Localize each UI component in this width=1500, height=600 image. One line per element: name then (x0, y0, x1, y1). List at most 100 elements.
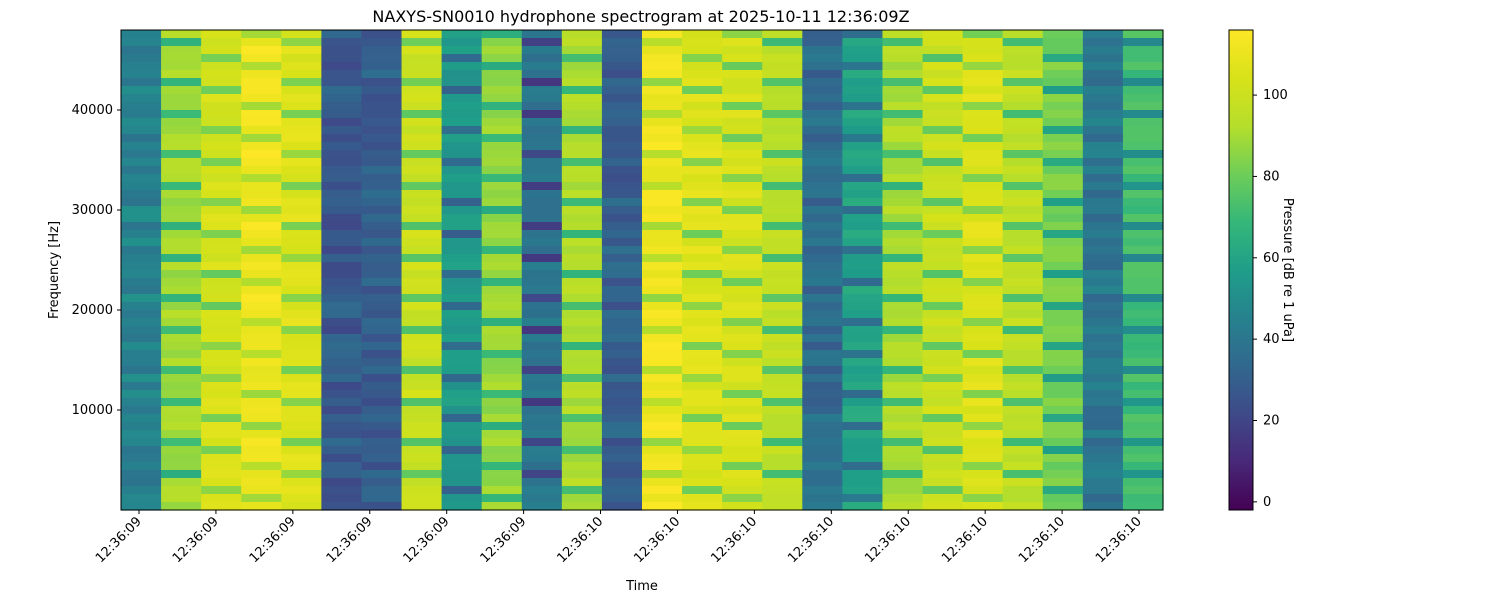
x-axis: 12:36:09 12:36:09 12:36:09 12:36:09 12:36:09… (93, 510, 1145, 566)
heatmap-cell (1002, 190, 1044, 199)
heatmap-cell (481, 382, 523, 391)
heatmap-cell (802, 342, 843, 351)
heatmap-cell (321, 358, 363, 367)
heatmap-cell (241, 318, 282, 327)
heatmap-cell (281, 70, 322, 79)
heatmap-cell (1002, 110, 1044, 119)
heatmap-cell (401, 102, 443, 111)
heatmap-cell (1082, 422, 1124, 431)
heatmap-cell (201, 222, 242, 231)
heatmap-cell (441, 118, 483, 127)
heatmap-cell (441, 318, 483, 327)
heatmap-cell (281, 310, 322, 319)
heatmap-cell (481, 398, 523, 407)
heatmap-cell (1002, 102, 1044, 111)
heatmap-cell (521, 478, 563, 487)
heatmap-cell (922, 390, 964, 399)
heatmap-cell (1082, 174, 1124, 183)
heatmap-cell (601, 182, 643, 191)
heatmap-cell (361, 350, 403, 359)
heatmap-cell (321, 126, 363, 135)
x-tick-label: 12:36:10 (862, 514, 914, 566)
heatmap-cell (121, 94, 162, 103)
heatmap-cell (1082, 86, 1124, 95)
heatmap-cell (1122, 206, 1164, 215)
heatmap-cell (762, 326, 803, 335)
heatmap-cell (1042, 182, 1084, 191)
heatmap-cell (561, 486, 603, 495)
heatmap-cell (802, 214, 843, 223)
heatmap-cell (882, 70, 924, 79)
heatmap-cell (1082, 134, 1124, 143)
heatmap-cell (1122, 286, 1164, 295)
heatmap-cell (1082, 118, 1124, 127)
heatmap-cell (642, 358, 683, 367)
heatmap-cell (722, 126, 763, 135)
heatmap-cell (722, 214, 763, 223)
heatmap-cell (161, 318, 202, 327)
heatmap-cell (762, 462, 803, 471)
heatmap-cell (561, 310, 603, 319)
heatmap-cell (241, 302, 282, 311)
heatmap-cell (802, 462, 843, 471)
heatmap-cell (802, 238, 843, 247)
heatmap-cell (842, 238, 884, 247)
heatmap-cell (601, 134, 643, 143)
heatmap-cell (161, 222, 202, 231)
heatmap-cell (922, 38, 964, 47)
heatmap-cell (1002, 134, 1044, 143)
heatmap-cell (762, 302, 803, 311)
heatmap-cell (321, 62, 363, 71)
heatmap-cell (321, 174, 363, 183)
heatmap-cell (481, 190, 523, 199)
heatmap-cell (321, 110, 363, 119)
heatmap-cell (481, 198, 523, 207)
heatmap-cell (401, 30, 443, 39)
heatmap-cell (922, 350, 964, 359)
heatmap-cell (1122, 190, 1164, 199)
heatmap-cell (1082, 78, 1124, 87)
heatmap-cell (1042, 126, 1084, 135)
heatmap-cell (601, 286, 643, 295)
heatmap-cell (802, 438, 843, 447)
heatmap-cell (161, 350, 202, 359)
heatmap-cell (601, 262, 643, 271)
heatmap-cell (722, 470, 763, 479)
heatmap-cell (201, 102, 242, 111)
heatmap-cell (682, 454, 723, 463)
heatmap-cell (1082, 406, 1124, 415)
heatmap-cell (401, 302, 443, 311)
heatmap-cell (361, 414, 403, 423)
heatmap-cell (962, 294, 1004, 303)
heatmap-cell (201, 46, 242, 55)
heatmap-cell (962, 278, 1004, 287)
heatmap-cell (361, 294, 403, 303)
heatmap-cell (1122, 30, 1164, 39)
heatmap-cell (121, 326, 162, 335)
heatmap-cell (682, 294, 723, 303)
heatmap-cell (601, 310, 643, 319)
heatmap-cell (1082, 366, 1124, 375)
heatmap-cell (1082, 62, 1124, 71)
heatmap-cell (962, 166, 1004, 175)
heatmap-cell (361, 422, 403, 431)
heatmap-cell (401, 398, 443, 407)
heatmap-cell (441, 478, 483, 487)
heatmap-cell (802, 134, 843, 143)
heatmap-cell (441, 54, 483, 63)
heatmap-cell (762, 46, 803, 55)
heatmap-cell (481, 286, 523, 295)
heatmap-cell (1042, 294, 1084, 303)
heatmap-cell (1002, 214, 1044, 223)
heatmap-cell (361, 254, 403, 263)
heatmap-cell (1122, 326, 1164, 335)
heatmap-cell (281, 78, 322, 87)
colorbar-gradient (1228, 29, 1254, 511)
heatmap-cell (161, 334, 202, 343)
heatmap-cell (401, 262, 443, 271)
heatmap-cell (201, 198, 242, 207)
heatmap-cell (601, 166, 643, 175)
heatmap-cell (1082, 46, 1124, 55)
heatmap-cell (481, 238, 523, 247)
heatmap-cell (521, 246, 563, 255)
